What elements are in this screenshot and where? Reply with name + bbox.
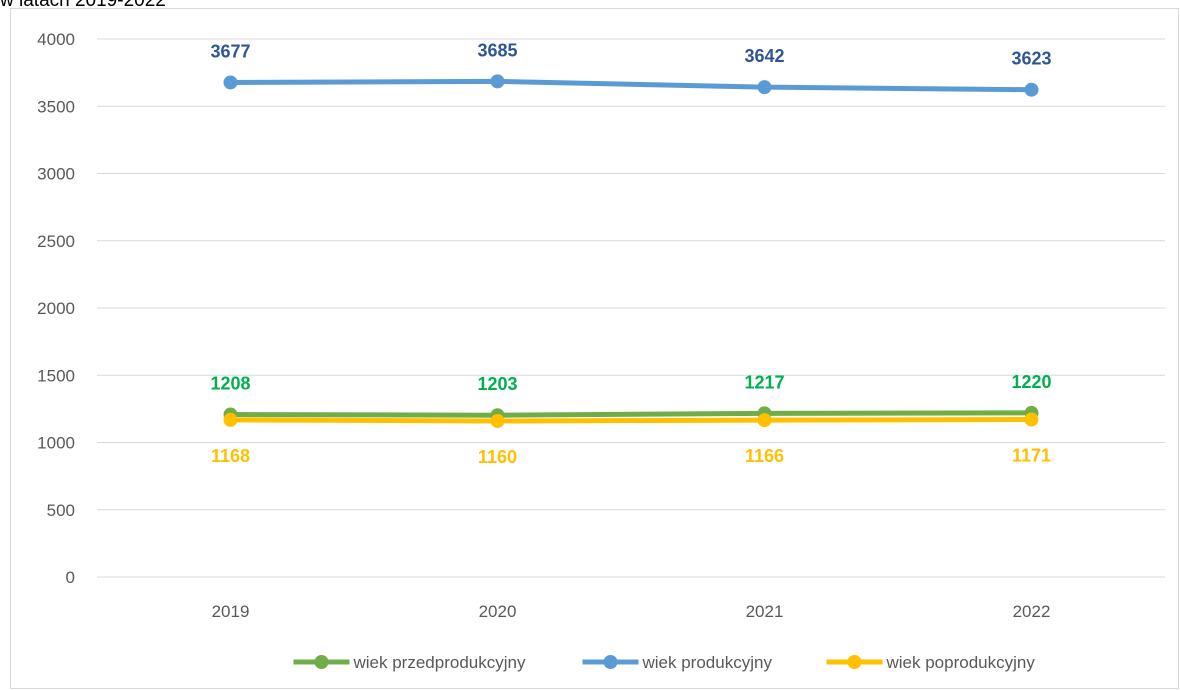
x-tick-label: 2021 (746, 602, 784, 621)
legend-marker (603, 655, 618, 669)
y-tick-label: 1500 (37, 366, 75, 385)
data-label: 1168 (211, 446, 250, 466)
data-label: 1203 (477, 374, 517, 394)
y-tick-label: 2500 (37, 232, 75, 251)
y-tick-label: 4000 (37, 30, 75, 49)
data-point (490, 413, 505, 428)
y-tick-label: 3500 (37, 97, 75, 116)
legend-marker (847, 655, 862, 669)
data-point (223, 75, 238, 90)
series-line (230, 410, 1032, 418)
legend-label: wiek poprodukcyjny (886, 653, 1036, 672)
data-label: 3642 (744, 46, 784, 66)
data-label: 1160 (478, 447, 517, 467)
y-tick-label: 1000 (37, 434, 75, 453)
legend-label: wiek przedprodukcyjny (353, 653, 526, 672)
legend-label: wiek produkcyjny (642, 653, 773, 672)
x-tick-label: 2022 (1013, 602, 1051, 621)
data-label: 3623 (1011, 49, 1051, 69)
series-line (230, 78, 1032, 93)
y-tick-label: 0 (66, 568, 75, 587)
data-point (757, 80, 772, 95)
data-point (223, 412, 238, 427)
data-point (490, 74, 505, 89)
series-line (230, 417, 1032, 424)
y-tick-label: 3000 (37, 165, 75, 184)
data-point (1024, 412, 1039, 427)
data-label: 1217 (744, 372, 784, 392)
chart-frame (10, 8, 1179, 689)
x-tick-label: 2020 (479, 602, 517, 621)
y-tick-label: 500 (47, 501, 75, 520)
data-label: 3685 (477, 40, 517, 60)
chart-title: w latach 2019-2022 (0, 0, 166, 11)
data-label: 1171 (1012, 446, 1051, 466)
data-point (757, 413, 772, 428)
y-tick-label: 2000 (37, 299, 75, 318)
data-label: 1208 (210, 374, 250, 394)
data-label: 1166 (745, 446, 784, 466)
legend-marker (314, 655, 329, 669)
data-label: 1220 (1011, 372, 1051, 392)
x-tick-label: 2019 (212, 602, 250, 621)
data-label: 3677 (210, 41, 250, 61)
data-point (1024, 82, 1039, 97)
